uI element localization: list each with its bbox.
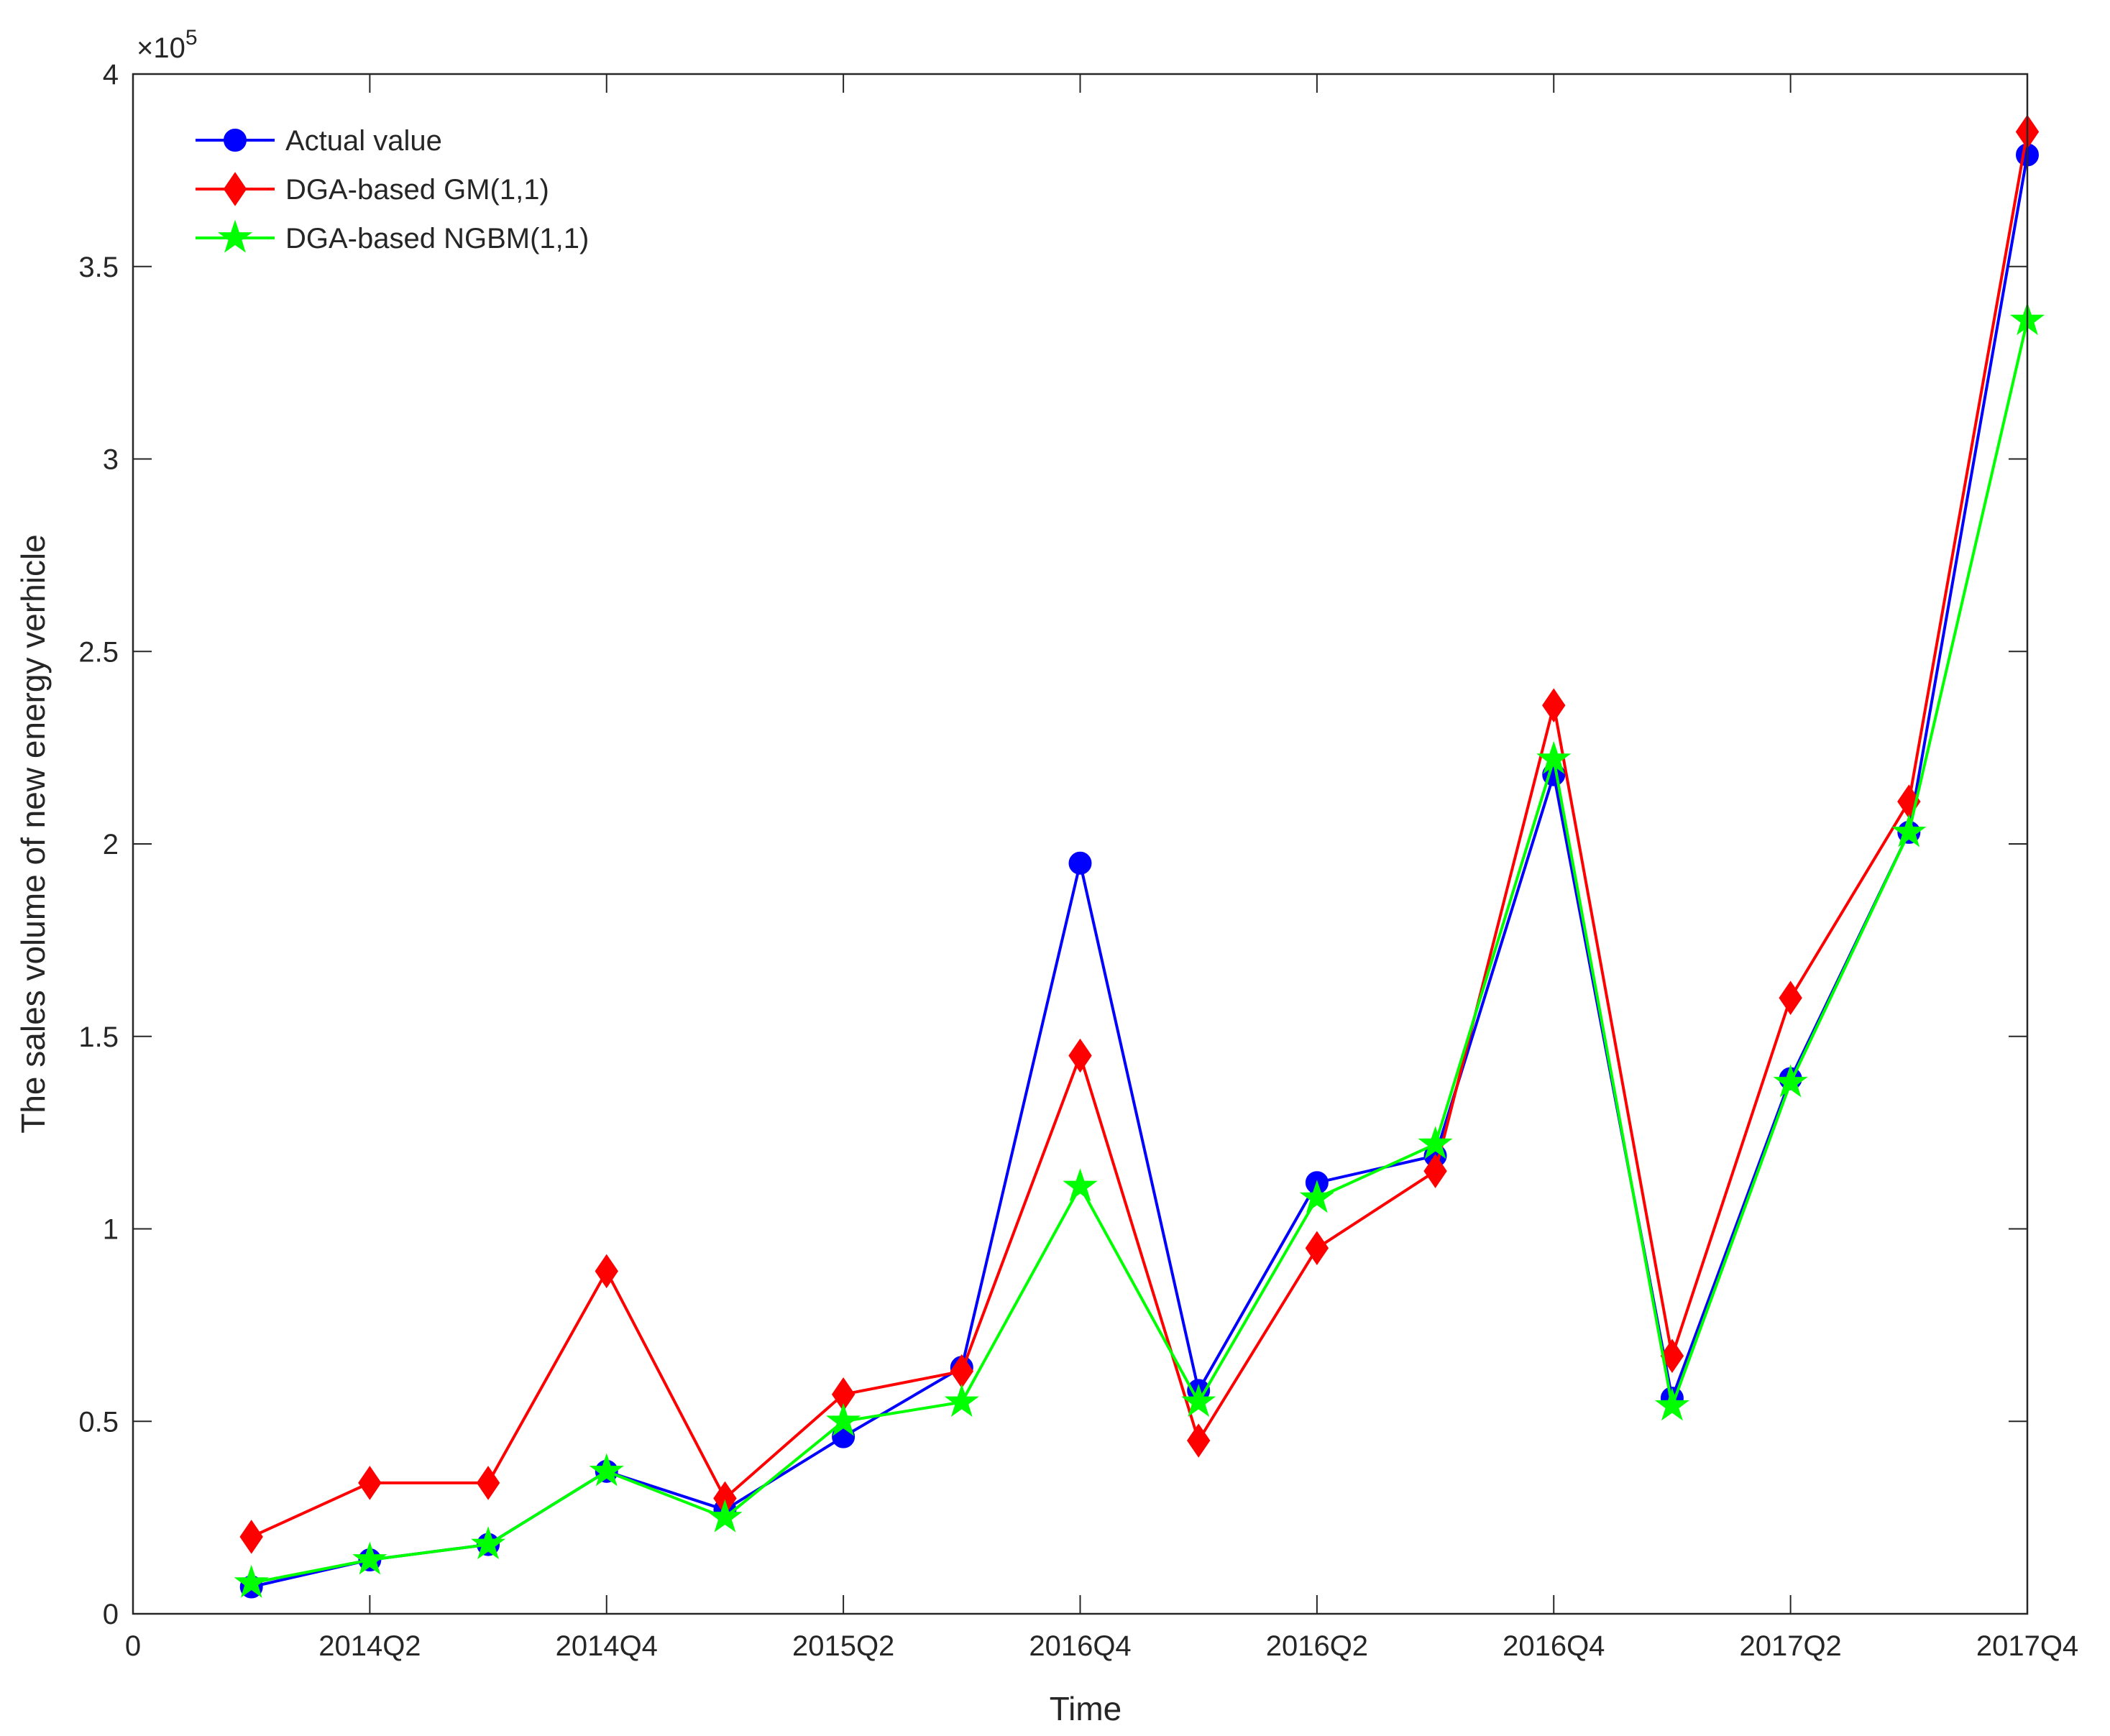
axes-box	[132, 73, 2029, 1615]
data-point-diamond	[1660, 1338, 1684, 1373]
series-line	[250, 131, 2029, 1538]
data-point-star	[352, 1541, 387, 1575]
legend-marker-star	[217, 219, 253, 253]
x-tick-label: 2016Q4	[1029, 1630, 1131, 1662]
data-point-diamond	[1186, 1423, 1211, 1458]
y-tick-label: 4	[103, 59, 119, 91]
legend: Actual value DGA-based GM(1,1) DGA-based N…	[196, 125, 589, 254]
x-tick-label: 2017Q2	[1739, 1630, 1841, 1662]
data-point-diamond	[239, 1520, 263, 1554]
axes-background	[133, 74, 2027, 1614]
legend-marker-circle	[224, 129, 247, 152]
series-line	[251, 320, 2029, 1585]
series-dga-based-gm-1-1	[239, 114, 2040, 1554]
data-point-star	[707, 1499, 743, 1533]
y-tick-label: 0.5	[78, 1406, 119, 1438]
data-point-star	[1654, 1387, 1690, 1421]
data-point-diamond	[1068, 1038, 1092, 1073]
y-tick-label: 3	[103, 444, 119, 476]
data-point-star	[589, 1453, 624, 1487]
data-point-diamond	[1779, 980, 1802, 1015]
x-tick-label: 2016Q2	[1266, 1630, 1368, 1662]
y-axis-title: The sales volume of new energy verhicle	[14, 534, 52, 1134]
data-point-star	[470, 1526, 506, 1560]
y-tick-label: 0	[103, 1599, 119, 1630]
data-point-star	[826, 1402, 861, 1436]
data-point-star	[1063, 1168, 1098, 1202]
data-point-star	[234, 1564, 269, 1598]
y-tick-label: 2.5	[78, 636, 119, 668]
y-axis-multiplier: ×105	[137, 26, 198, 64]
series-dga-based-ngbm-1-1	[234, 302, 2045, 1598]
series-layer	[234, 114, 2045, 1599]
y-tick-label: 1	[103, 1214, 119, 1246]
y-tick-label: 1.5	[78, 1021, 119, 1053]
x-tick-label: 2017Q4	[1976, 1630, 2078, 1662]
ticks-layer: 0 2014Q2 2014Q4 2015Q2 2016Q4 2016Q2 2016Q4 201…	[78, 59, 2078, 1662]
x-tick-label: 0	[125, 1630, 141, 1662]
legend-entry-dga-based-ngbm-1-1: DGA-based NGBM(1,1)	[196, 219, 589, 254]
data-point-diamond	[1542, 688, 1566, 722]
plot-area	[133, 74, 2027, 1614]
legend-label: Actual value	[285, 125, 442, 157]
legend-entry-actual-value: Actual value	[196, 125, 442, 157]
x-tick-label: 2015Q2	[792, 1630, 894, 1662]
data-point-diamond	[1423, 1154, 1447, 1188]
y-tick-label: 3.5	[78, 252, 119, 283]
data-point-diamond	[358, 1466, 382, 1500]
data-point-diamond	[1305, 1231, 1329, 1266]
x-axis-title: Time	[1050, 1690, 1122, 1727]
x-tick-label: 2014Q4	[556, 1630, 658, 1662]
data-point-circle	[1068, 851, 1092, 875]
data-point-star	[1773, 1064, 1808, 1098]
data-point-star	[1536, 740, 1572, 774]
legend-marker-diamond	[223, 172, 247, 206]
y-tick-label: 2	[103, 829, 119, 860]
x-tick-label: 2016Q4	[1503, 1630, 1605, 1662]
legend-label: DGA-based GM(1,1)	[285, 174, 549, 206]
data-point-star	[1418, 1126, 1453, 1159]
data-point-star	[1299, 1180, 1334, 1213]
legend-label: DGA-based NGBM(1,1)	[285, 223, 589, 254]
data-point-star	[944, 1384, 979, 1418]
data-point-diamond	[595, 1254, 618, 1289]
data-point-star	[1181, 1384, 1216, 1418]
legend-entry-dga-based-gm-1-1: DGA-based GM(1,1)	[196, 172, 549, 206]
data-point-diamond	[476, 1466, 500, 1500]
x-tick-label: 2014Q2	[318, 1630, 421, 1662]
data-point-star	[1891, 814, 1927, 848]
